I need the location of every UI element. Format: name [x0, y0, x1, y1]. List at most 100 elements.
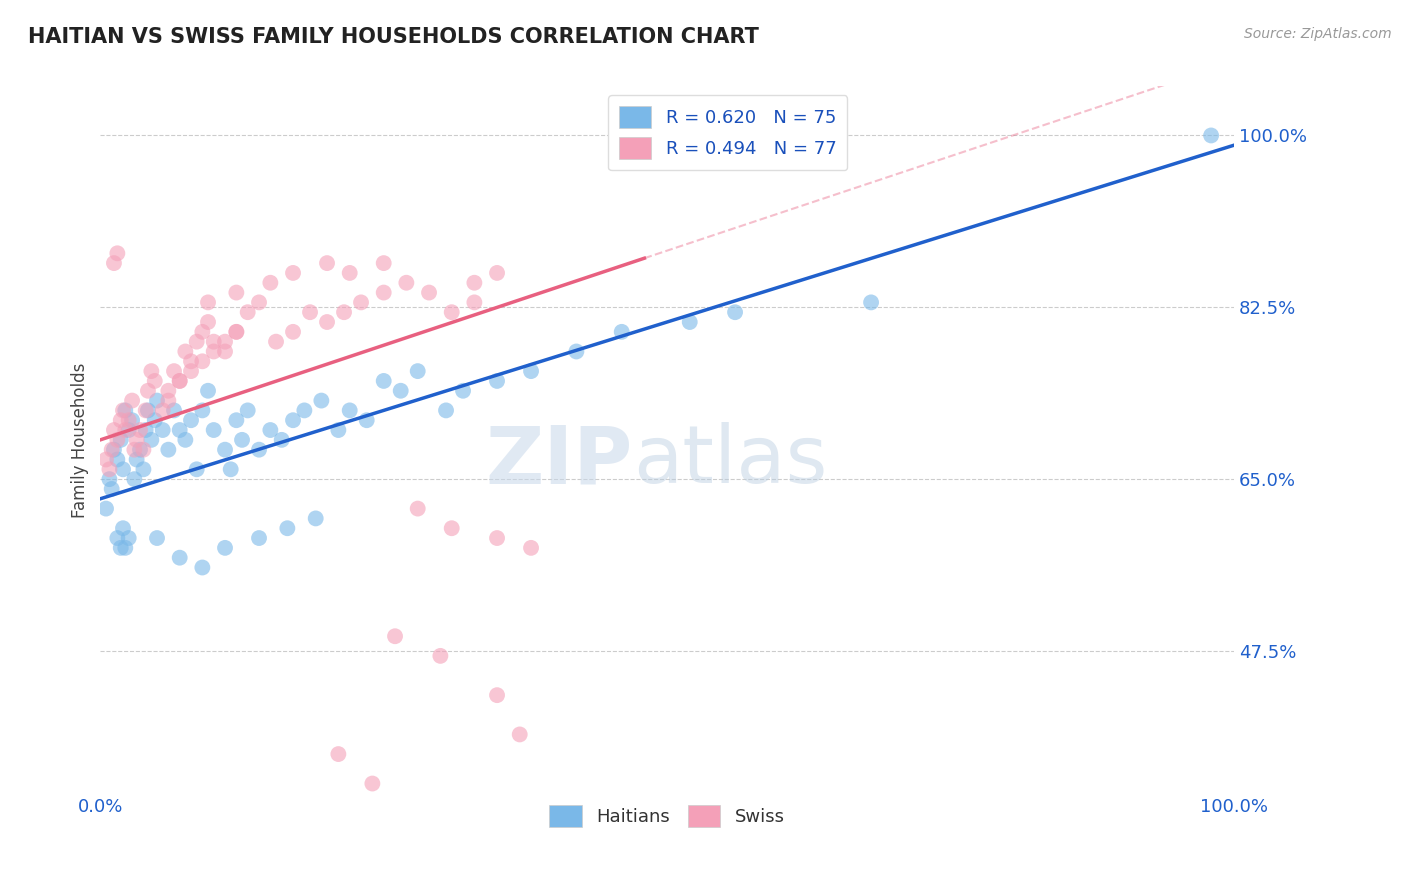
Point — [389, 384, 412, 398]
Point — [520, 364, 543, 378]
Point — [146, 393, 169, 408]
Point — [105, 246, 128, 260]
Point — [292, 403, 315, 417]
Point — [114, 403, 136, 417]
Point — [136, 403, 159, 417]
Text: Source: ZipAtlas.com: Source: ZipAtlas.com — [1244, 27, 1392, 41]
Point — [463, 295, 485, 310]
Point — [103, 256, 125, 270]
Point — [186, 334, 208, 349]
Point — [214, 541, 236, 555]
Point — [328, 747, 350, 761]
Point — [311, 393, 333, 408]
Point — [463, 276, 485, 290]
Point — [679, 315, 702, 329]
Point — [152, 403, 174, 417]
Point — [157, 393, 180, 408]
Point — [174, 433, 197, 447]
Point — [451, 384, 474, 398]
Point — [610, 325, 633, 339]
Point — [103, 423, 125, 437]
Point — [143, 374, 166, 388]
Point — [124, 472, 146, 486]
Point — [121, 393, 143, 408]
Point — [520, 541, 543, 555]
Point — [118, 413, 141, 427]
Point — [136, 384, 159, 398]
Point — [373, 256, 395, 270]
Point — [94, 452, 117, 467]
Point — [98, 472, 121, 486]
Point — [118, 423, 141, 437]
Point — [98, 462, 121, 476]
Point — [146, 531, 169, 545]
Point — [247, 442, 270, 457]
Point — [110, 433, 132, 447]
Point — [191, 403, 214, 417]
Point — [486, 531, 509, 545]
Point — [406, 364, 429, 378]
Point — [225, 325, 247, 339]
Point — [121, 413, 143, 427]
Point — [724, 305, 747, 319]
Point — [214, 334, 236, 349]
Text: ZIP: ZIP — [486, 422, 633, 500]
Point — [197, 384, 219, 398]
Point — [110, 541, 132, 555]
Point — [135, 403, 157, 417]
Point — [281, 413, 304, 427]
Point — [316, 256, 339, 270]
Point — [114, 423, 136, 437]
Point — [157, 442, 180, 457]
Point — [186, 462, 208, 476]
Point — [129, 442, 152, 457]
Point — [259, 276, 281, 290]
Point — [191, 354, 214, 368]
Point — [111, 403, 134, 417]
Point — [118, 531, 141, 545]
Point — [105, 452, 128, 467]
Point — [361, 776, 384, 790]
Point — [141, 433, 163, 447]
Point — [236, 305, 259, 319]
Y-axis label: Family Households: Family Households — [72, 362, 89, 517]
Point — [197, 315, 219, 329]
Point — [163, 403, 186, 417]
Point — [384, 629, 406, 643]
Point — [225, 285, 247, 300]
Point — [111, 462, 134, 476]
Point — [339, 403, 361, 417]
Point — [219, 462, 242, 476]
Point — [440, 305, 463, 319]
Point — [202, 344, 225, 359]
Point — [169, 550, 191, 565]
Point — [316, 315, 339, 329]
Point — [110, 413, 132, 427]
Point — [141, 364, 163, 378]
Point — [143, 413, 166, 427]
Point — [202, 423, 225, 437]
Point — [191, 325, 214, 339]
Point — [486, 266, 509, 280]
Point — [129, 423, 152, 437]
Point — [565, 344, 588, 359]
Point — [486, 374, 509, 388]
Point — [124, 442, 146, 457]
Point — [105, 531, 128, 545]
Point — [231, 433, 253, 447]
Point — [418, 285, 440, 300]
Point — [434, 403, 457, 417]
Point — [247, 295, 270, 310]
Text: HAITIAN VS SWISS FAMILY HOUSEHOLDS CORRELATION CHART: HAITIAN VS SWISS FAMILY HOUSEHOLDS CORRE… — [28, 27, 759, 46]
Point — [247, 531, 270, 545]
Point — [486, 688, 509, 702]
Point — [132, 462, 155, 476]
Point — [270, 433, 292, 447]
Point — [281, 266, 304, 280]
Point — [103, 442, 125, 457]
Point — [94, 501, 117, 516]
Point — [395, 276, 418, 290]
Point — [225, 325, 247, 339]
Point — [157, 384, 180, 398]
Point — [214, 442, 236, 457]
